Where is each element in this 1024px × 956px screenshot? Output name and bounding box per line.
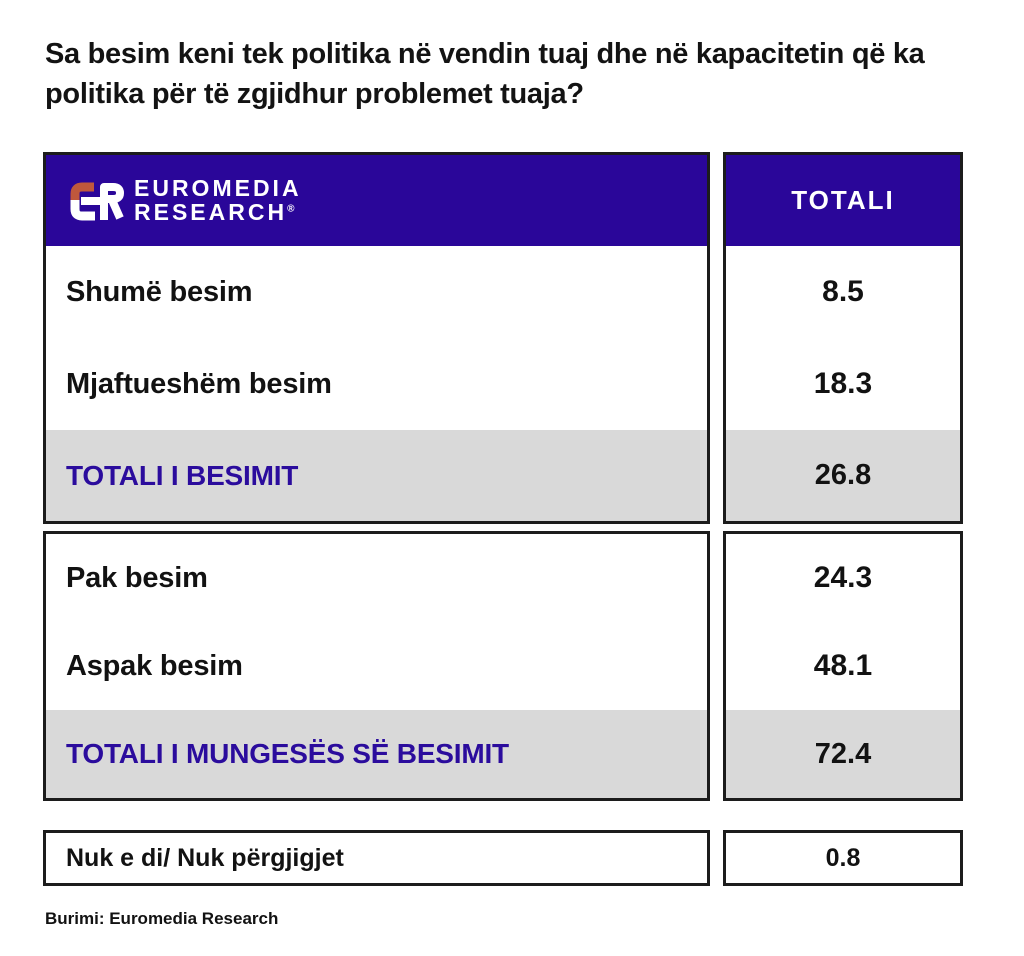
logo-line2: RESEARCH® bbox=[134, 198, 295, 225]
subtotal-value-cell: 72.4 bbox=[726, 710, 960, 798]
total-column-header-cell: TOTALI bbox=[726, 155, 960, 246]
distrust-section-values: 24.3 48.1 72.4 bbox=[723, 531, 963, 801]
row-value: 8.5 bbox=[822, 275, 864, 308]
logo-line1: EUROMEDIA bbox=[134, 175, 302, 202]
subtotal-value: 72.4 bbox=[814, 737, 872, 770]
trust-section-values: TOTALI 8.5 18.3 26.8 bbox=[723, 152, 963, 524]
source-note: Burimi: Euromedia Research bbox=[45, 909, 279, 928]
er-monogram-icon bbox=[70, 182, 124, 220]
row-label: Mjaftueshëm besim bbox=[66, 367, 332, 400]
subtotal-value: 26.8 bbox=[814, 459, 872, 491]
table-row: Nuk e di/ Nuk përgjigjet bbox=[46, 833, 707, 883]
table-row: Shumë besim bbox=[46, 246, 707, 338]
row-label: Pak besim bbox=[66, 561, 208, 594]
table-row-subtotal: TOTALI I BESIMIT bbox=[46, 430, 707, 521]
total-column-header: TOTALI bbox=[791, 185, 895, 215]
page-title: Sa besim keni tek politika në vendin tua… bbox=[45, 38, 925, 111]
logo-wordmark: EUROMEDIA RESEARCH® bbox=[134, 175, 302, 225]
value-cell: 18.3 bbox=[726, 338, 960, 430]
table-row: Aspak besim bbox=[46, 622, 707, 710]
dont-know-section-label: Nuk e di/ Nuk përgjigjet bbox=[43, 830, 710, 886]
row-value: 24.3 bbox=[813, 561, 873, 594]
dont-know-section-value: 0.8 bbox=[723, 830, 963, 886]
value-cell: 24.3 bbox=[726, 534, 960, 622]
row-label: Nuk e di/ Nuk përgjigjet bbox=[66, 843, 344, 872]
row-label: Shumë besim bbox=[66, 275, 253, 308]
table-header-logo-cell: EUROMEDIA RESEARCH® bbox=[46, 155, 707, 246]
trust-section-labels: EUROMEDIA RESEARCH® Shumë besim Mjaftues… bbox=[43, 152, 710, 524]
subtotal-label: TOTALI I BESIMIT bbox=[66, 459, 299, 491]
distrust-section-labels: Pak besim Aspak besim TOTALI I MUNGESËS … bbox=[43, 531, 710, 801]
row-value: 48.1 bbox=[813, 649, 873, 682]
registered-trademark: ® bbox=[287, 202, 295, 214]
row-value: 0.8 bbox=[825, 843, 861, 872]
table-row-subtotal: TOTALI I MUNGESËS SË BESIMIT bbox=[46, 710, 707, 798]
subtotal-label: TOTALI I MUNGESËS SË BESIMIT bbox=[66, 738, 509, 769]
value-cell: 8.5 bbox=[726, 246, 960, 338]
table-row: Mjaftueshëm besim bbox=[46, 338, 707, 430]
value-cell: 48.1 bbox=[726, 622, 960, 710]
row-label: Aspak besim bbox=[66, 649, 243, 682]
value-cell: 0.8 bbox=[726, 833, 960, 883]
table-row: Pak besim bbox=[46, 534, 707, 622]
subtotal-value-cell: 26.8 bbox=[726, 430, 960, 521]
row-value: 18.3 bbox=[813, 367, 873, 400]
euromedia-research-logo: EUROMEDIA RESEARCH® bbox=[66, 175, 302, 225]
